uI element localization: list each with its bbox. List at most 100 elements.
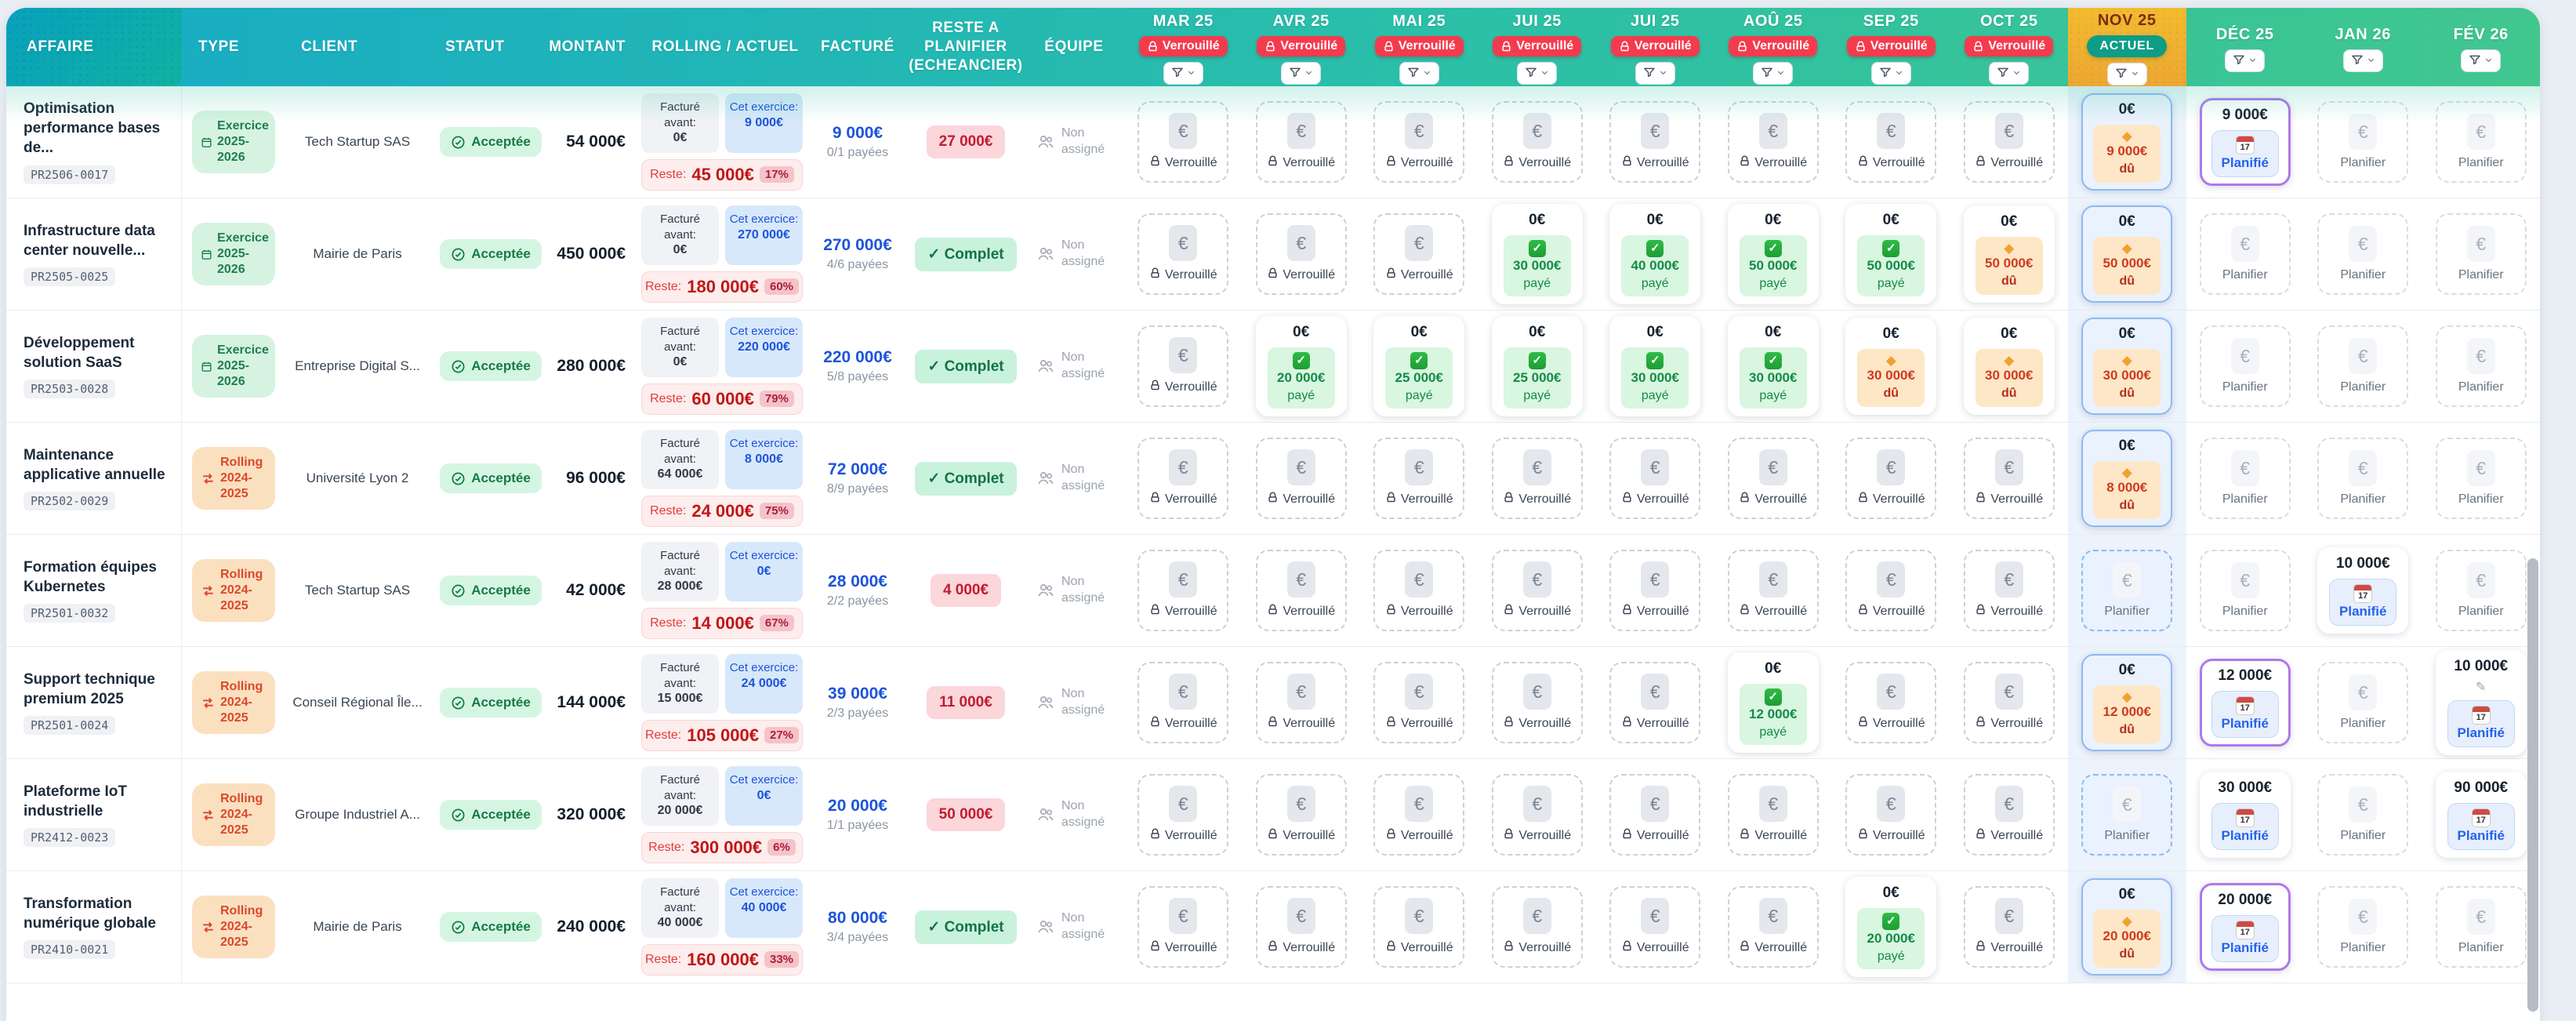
euro-icon: € — [1758, 449, 1787, 485]
month-filter-button[interactable] — [2342, 49, 2383, 72]
month-cell-planifier[interactable]: € Planifier — [2199, 325, 2291, 407]
team-cell[interactable]: Non assigné — [1024, 535, 1124, 646]
locked-badge[interactable]: Verrouillé — [1846, 36, 1936, 56]
month-cell-due[interactable]: 0€ ◆ 12 000€ dû — [2081, 654, 2173, 751]
affaire-cell[interactable]: Formation équipes Kubernetes PR2501-0032 — [6, 535, 182, 646]
month-cell-due[interactable]: 0€ ◆ 8 000€ dû — [2081, 430, 2173, 527]
progress-percent: 79% — [759, 391, 794, 408]
affaire-cell[interactable]: Optimisation performance bases de... PR2… — [6, 86, 182, 198]
affaire-cell[interactable]: Infrastructure data center nouvelle... P… — [6, 198, 182, 310]
month-cell-planifier[interactable]: € Planifier — [2317, 886, 2409, 968]
month-cell-planifier[interactable]: € Planifier — [2317, 774, 2409, 856]
diamond-icon: ◆ — [2121, 689, 2132, 705]
locked-badge[interactable]: Verrouillé — [1610, 36, 1700, 56]
team-cell[interactable]: Non assigné — [1024, 198, 1124, 310]
euro-icon: € — [1994, 898, 2023, 934]
locked-badge[interactable]: Verrouillé — [1374, 36, 1464, 56]
to-plan-badge: 11 000€ — [927, 686, 1005, 719]
month-cell-due[interactable]: 0€ ◆ 30 000€ dû — [1845, 318, 1937, 415]
vertical-scrollbar[interactable] — [2527, 558, 2538, 1012]
month-cell-planifier[interactable]: € Planifier — [2435, 886, 2527, 968]
affaire-cell[interactable]: Développement solution SaaS PR2503-0028 — [6, 311, 182, 422]
month-cell-planifier[interactable]: € Planifier — [2317, 213, 2409, 295]
month-cell-due[interactable]: 0€ ◆ 50 000€ dû — [1963, 205, 2055, 303]
month-cell: 0€ ✓ 12 000€ payé — [1714, 647, 1833, 758]
month-cell-planifier[interactable]: € Planifier — [2199, 550, 2291, 631]
team-cell[interactable]: Non assigné — [1024, 311, 1124, 422]
month-cell-paid[interactable]: 0€ ✓ 50 000€ payé — [1727, 203, 1819, 305]
to-plan-badge: 27 000€ — [926, 125, 1006, 158]
locked-badge[interactable]: Verrouillé — [1257, 36, 1346, 56]
month-cell-planifier[interactable]: € Planifier — [2199, 438, 2291, 519]
month-filter-button[interactable] — [1399, 62, 1439, 85]
month-filter-button[interactable] — [1281, 62, 1322, 85]
affaire-cell[interactable]: Support technique premium 2025 PR2501-00… — [6, 647, 182, 758]
funnel-icon — [1171, 66, 1184, 81]
month-filter-button[interactable] — [1163, 62, 1203, 85]
locked-badge[interactable]: Verrouillé — [1729, 36, 1818, 56]
month-cell-planned[interactable]: 9 000€ 17 Planifié — [2199, 97, 2291, 187]
month-filter-button[interactable] — [1870, 62, 1911, 85]
month-cell-planned[interactable]: 90 000€ 17 Planifié — [2435, 771, 2527, 859]
team-cell[interactable]: Non assigné — [1024, 871, 1124, 983]
month-cell-paid[interactable]: 0€ ✓ 20 000€ payé — [1845, 876, 1937, 978]
month-cell-due[interactable]: 0€ ◆ 9 000€ dû — [2081, 93, 2173, 191]
month-filter-button[interactable] — [1634, 62, 1675, 85]
month-cell-paid[interactable]: 0€ ✓ 40 000€ payé — [1609, 203, 1701, 305]
month-cell-paid[interactable]: 0€ ✓ 30 000€ payé — [1609, 315, 1701, 417]
col-header-type[interactable]: TYPE — [198, 38, 240, 55]
team-cell[interactable]: Non assigné — [1024, 647, 1124, 758]
month-cell-due[interactable]: 0€ ◆ 30 000€ dû — [2081, 318, 2173, 415]
month-cell-due[interactable]: 0€ ◆ 20 000€ dû — [2081, 878, 2173, 976]
month-filter-button[interactable] — [1753, 62, 1794, 85]
team-cell[interactable]: Non assigné — [1024, 86, 1124, 198]
month-cell-planned[interactable]: 10 000€ ✎ 17 Planifié — [2435, 649, 2527, 756]
team-cell[interactable]: Non assigné — [1024, 423, 1124, 534]
month-cell-planned[interactable]: 30 000€ 17 Planifié — [2199, 771, 2291, 859]
euro-icon: € — [1405, 898, 1434, 934]
locked-badge[interactable]: Verrouillé — [1493, 36, 1582, 56]
month-cell-planifier[interactable]: € Planifier — [2317, 662, 2409, 743]
month-cell-planifier[interactable]: € Planifier — [2435, 213, 2527, 295]
month-cell-paid[interactable]: 0€ ✓ 30 000€ payé — [1491, 203, 1583, 305]
month-label: FÉV 26 — [2453, 25, 2509, 43]
chevron-down-icon — [2484, 55, 2493, 67]
team-cell[interactable]: Non assigné — [1024, 759, 1124, 870]
affaire-cell[interactable]: Transformation numérique globale PR2410-… — [6, 871, 182, 983]
month-cell-paid[interactable]: 0€ ✓ 25 000€ payé — [1491, 315, 1583, 417]
month-cell-planned[interactable]: 10 000€ 17 Planifié — [2317, 547, 2409, 634]
month-cell-planifier[interactable]: € Planifier — [2317, 438, 2409, 519]
month-filter-button[interactable] — [2225, 49, 2266, 72]
month-filter-button[interactable] — [1989, 62, 2030, 85]
affaire-cell[interactable]: Maintenance applicative annuelle PR2502-… — [6, 423, 182, 534]
month-cell-planifier[interactable]: € Planifier — [2317, 325, 2409, 407]
month-filter-button[interactable] — [2106, 63, 2147, 85]
month-cell-planifier[interactable]: € Planifier — [2435, 325, 2527, 407]
month-cell-planifier[interactable]: € Planifier — [2435, 438, 2527, 519]
month-filter-button[interactable] — [1517, 62, 1558, 85]
month-cell-due[interactable]: 0€ ◆ 30 000€ dû — [1963, 318, 2055, 415]
month-cell-due[interactable]: 0€ ◆ 50 000€ dû — [2081, 205, 2173, 303]
month-cell-planned[interactable]: 12 000€ 17 Planifié — [2199, 658, 2291, 747]
month-cell-paid[interactable]: 0€ ✓ 25 000€ payé — [1373, 315, 1465, 417]
month-cell-paid[interactable]: 0€ ✓ 30 000€ payé — [1727, 315, 1819, 417]
month-cell-locked: € Verrouillé — [1609, 101, 1701, 183]
month-cell-paid[interactable]: 0€ ✓ 12 000€ payé — [1727, 652, 1819, 754]
month-cell-planifier[interactable]: € Planifier — [2435, 550, 2527, 631]
euro-icon: € — [1641, 449, 1670, 485]
month-cell-planned[interactable]: 20 000€ 17 Planifié — [2199, 882, 2291, 972]
month-cell-paid[interactable]: 0€ ✓ 50 000€ payé — [1845, 203, 1937, 305]
month-cell-planifier[interactable]: € Planifier — [2317, 101, 2409, 183]
month-cell-planifier[interactable]: € Planifier — [2435, 101, 2527, 183]
month-filter-button[interactable] — [2461, 49, 2502, 72]
month-cell-planifier[interactable]: € Planifier — [2081, 774, 2173, 856]
type-cell: Exercice 2025-2026 — [182, 86, 285, 198]
month-cell-locked: € Verrouillé — [1373, 550, 1465, 631]
month-cell-paid[interactable]: 0€ ✓ 20 000€ payé — [1255, 315, 1347, 417]
month-cell-planifier[interactable]: € Planifier — [2081, 550, 2173, 631]
affaire-cell[interactable]: Plateforme IoT industrielle PR2412-0023 — [6, 759, 182, 870]
locked-badge[interactable]: Verrouillé — [1138, 36, 1228, 56]
month-cell-locked: € Verrouillé — [1609, 662, 1701, 743]
month-cell-planifier[interactable]: € Planifier — [2199, 213, 2291, 295]
locked-badge[interactable]: Verrouillé — [1965, 36, 2054, 56]
